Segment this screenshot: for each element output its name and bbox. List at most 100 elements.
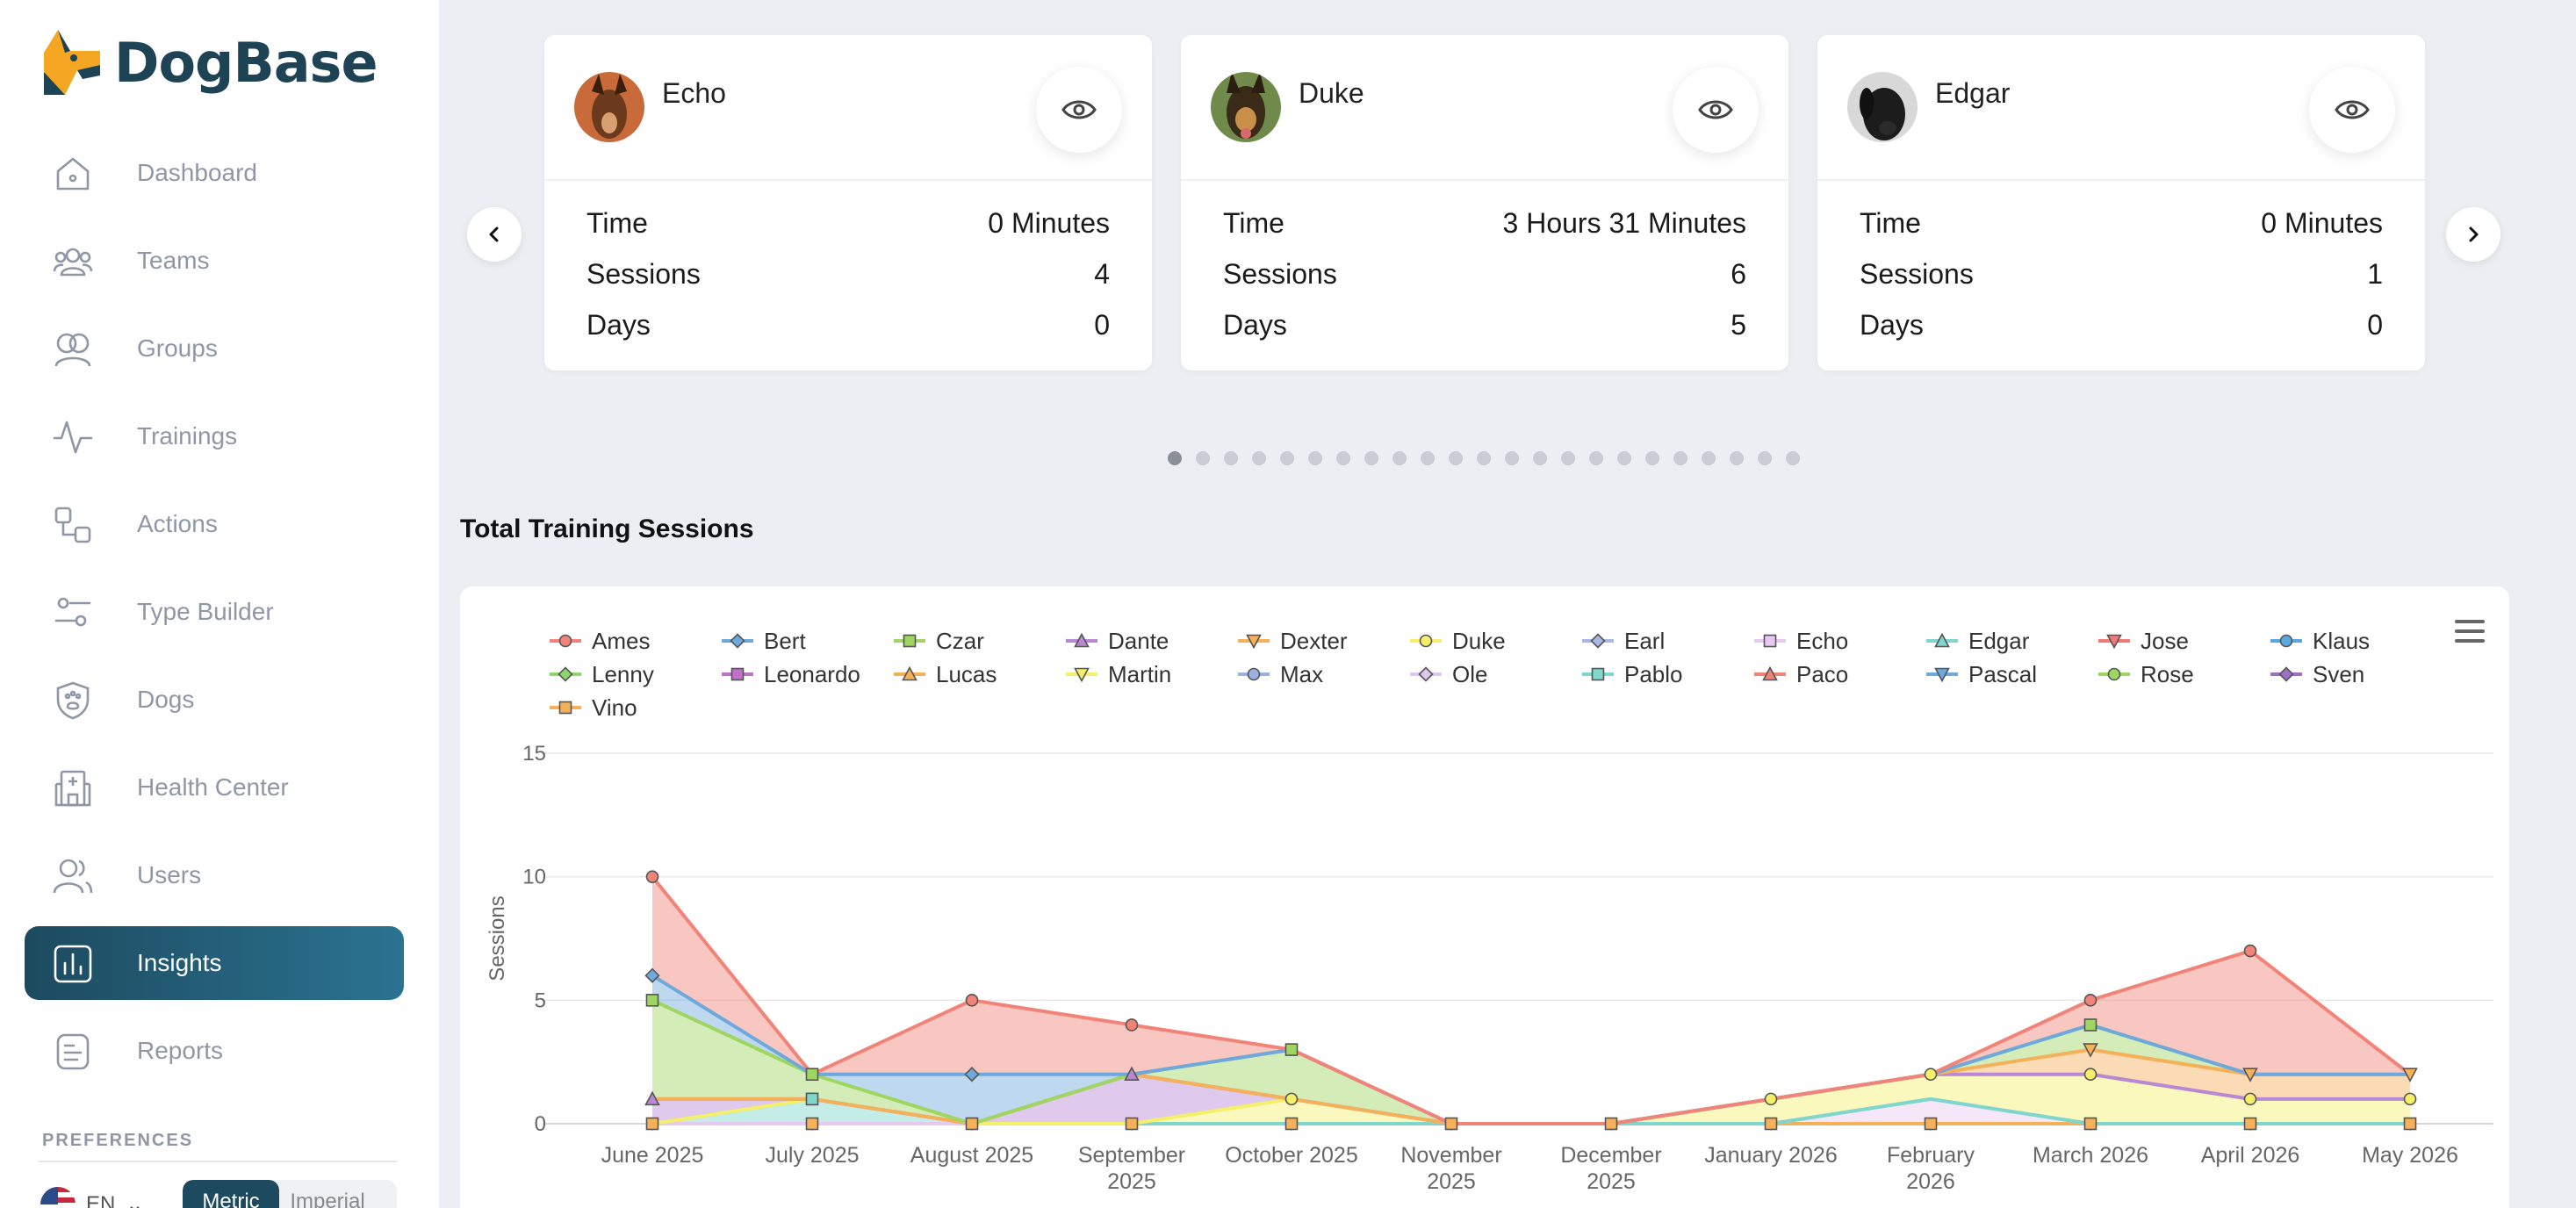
app-logo[interactable]: DogBase <box>39 26 378 98</box>
carousel-dot[interactable] <box>1477 451 1491 465</box>
carousel-dot[interactable] <box>1702 451 1716 465</box>
sidebar-item-actions[interactable]: Actions <box>25 487 404 561</box>
view-dog-button[interactable] <box>2309 67 2395 153</box>
carousel-dot[interactable] <box>1449 451 1463 465</box>
legend-marker <box>730 633 745 649</box>
dog-logo-icon <box>44 30 100 95</box>
sidebar-item-trainings[interactable]: Trainings <box>25 399 404 473</box>
stat-label: Sessions <box>1223 258 1337 290</box>
legend-marker <box>1418 666 1434 682</box>
sidebar-item-insights[interactable]: Insights <box>25 926 404 1000</box>
carousel-dot[interactable] <box>1392 451 1407 465</box>
carousel-dot[interactable] <box>1617 451 1631 465</box>
carousel-dot[interactable] <box>1561 451 1575 465</box>
data-point <box>805 1068 819 1082</box>
carousel-dot[interactable] <box>1786 451 1800 465</box>
legend-label: Paco <box>1796 661 1848 687</box>
view-dog-button[interactable] <box>1036 67 1122 153</box>
data-point <box>2083 1018 2097 1032</box>
view-dog-button[interactable] <box>1673 67 1759 153</box>
legend-marker <box>558 634 572 648</box>
sidebar-item-reports[interactable]: Reports <box>25 1014 404 1088</box>
sidebar-item-label: Users <box>137 861 202 888</box>
data-point <box>2083 994 2097 1007</box>
data-point <box>1125 1018 1139 1032</box>
stat-value: 0 <box>2367 309 2383 341</box>
unit-imperial-button[interactable]: Imperial <box>290 1190 365 1208</box>
legend-label: Leonardo <box>764 661 860 687</box>
data-point <box>2243 1117 2257 1131</box>
carousel-dot[interactable] <box>1673 451 1687 465</box>
legend-item: Dante <box>1066 628 1169 654</box>
carousel-dot[interactable] <box>1308 451 1322 465</box>
carousel-dot[interactable] <box>1505 451 1519 465</box>
stat-row-time: Time 3 Hours 31 Minutes <box>1223 207 1746 240</box>
sidebar-item-type-builder[interactable]: Type Builder <box>25 575 404 649</box>
y-tick-label: 5 <box>535 989 546 1012</box>
legend-marker <box>1419 634 1433 648</box>
data-point <box>965 1117 979 1131</box>
legend-label: Earl <box>1624 628 1665 654</box>
data-point <box>2403 1092 2417 1106</box>
legend-label: Vino <box>592 694 637 721</box>
dog-card: Echo Time 0 Minutes Sessions 4 Days 0 <box>544 35 1152 370</box>
data-point <box>2243 1092 2257 1106</box>
carousel-dot[interactable] <box>1280 451 1294 465</box>
legend-marker <box>730 667 745 681</box>
carousel-dot[interactable] <box>1730 451 1744 465</box>
legend-label: Duke <box>1452 628 1506 654</box>
dog-name: Duke <box>1299 77 1364 109</box>
data-point <box>645 994 659 1007</box>
data-point <box>2243 944 2257 958</box>
carousel-dot[interactable] <box>1336 451 1350 465</box>
y-tick-label: 15 <box>522 742 546 766</box>
stat-label: Days <box>586 309 651 341</box>
sidebar-item-label: Actions <box>137 510 218 537</box>
legend-marker <box>1247 667 1261 681</box>
sidebar-item-health-center[interactable]: Health Center <box>25 751 404 824</box>
teams-icon <box>53 248 93 277</box>
legend-item: Lenny <box>550 661 654 687</box>
sidebar-item-users[interactable]: Users <box>25 838 404 912</box>
data-point <box>1924 1068 1938 1082</box>
sidebar-item-label: Reports <box>137 1037 224 1064</box>
stat-value: 3 Hours 31 Minutes <box>1502 207 1746 239</box>
carousel-dot[interactable] <box>1645 451 1659 465</box>
series-area <box>652 1074 2410 1124</box>
stat-label: Time <box>586 207 648 239</box>
carousel-dot[interactable] <box>1252 451 1266 465</box>
carousel-next-button[interactable] <box>2446 207 2500 262</box>
data-point <box>2083 1068 2097 1082</box>
data-point <box>2402 1068 2418 1082</box>
chart-menu-icon[interactable] <box>2455 618 2485 644</box>
x-tick-label: May 2026 <box>2362 1143 2458 1168</box>
dog-avatar <box>574 72 644 142</box>
stat-row-days: Days 5 <box>1223 309 1746 342</box>
carousel-prev-button[interactable] <box>467 207 522 262</box>
sidebar-item-groups[interactable]: Groups <box>25 312 404 385</box>
carousel-dot[interactable] <box>1196 451 1210 465</box>
carousel-dot[interactable] <box>1758 451 1772 465</box>
legend-item: Klaus <box>2270 628 2370 654</box>
unit-metric-button[interactable]: Metric <box>183 1180 279 1208</box>
carousel-dot[interactable] <box>1364 451 1378 465</box>
legend-item: Ole <box>1410 661 1487 687</box>
chevron-right-icon <box>2469 226 2479 242</box>
carousel-dot[interactable] <box>1421 451 1435 465</box>
sidebar-item-dashboard[interactable]: Dashboard <box>25 136 404 210</box>
legend-marker <box>1591 667 1605 681</box>
language-selector[interactable]: EN ⌄ <box>40 1187 143 1208</box>
legend-item: Martin <box>1066 661 1171 687</box>
carousel-dot[interactable] <box>1224 451 1238 465</box>
x-tick-label: December 2025 <box>1560 1143 1661 1194</box>
legend-item: Max <box>1238 661 1323 687</box>
carousel-dot[interactable] <box>1589 451 1603 465</box>
data-point <box>964 1067 980 1082</box>
carousel-dot[interactable] <box>1168 451 1182 465</box>
sidebar-item-dogs[interactable]: Dogs <box>25 663 404 737</box>
sidebar-item-teams[interactable]: Teams <box>25 224 404 298</box>
y-tick-label: 10 <box>522 866 546 889</box>
carousel-dot[interactable] <box>1533 451 1547 465</box>
legend-label: Rose <box>2141 661 2194 687</box>
data-point <box>644 967 660 983</box>
